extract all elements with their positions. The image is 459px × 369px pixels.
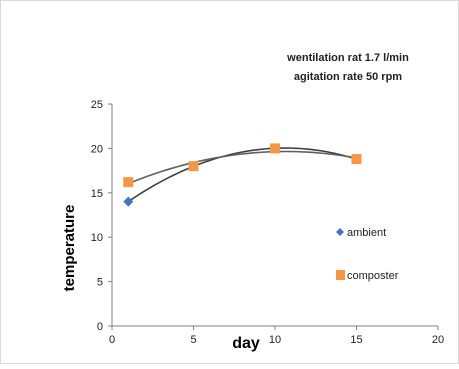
- y-tick-label: 5: [97, 277, 103, 289]
- composter-point: [123, 177, 134, 188]
- x-tick-label: 0: [109, 334, 115, 346]
- y-tick-label: 20: [91, 143, 103, 155]
- legend-item-composter: composter: [336, 270, 399, 282]
- legend: ambient composter: [336, 227, 399, 282]
- ambient-point: [123, 196, 134, 207]
- y-tick-label: 15: [91, 188, 103, 200]
- composter-point: [188, 161, 199, 172]
- legend-item-ambient: ambient: [336, 227, 386, 239]
- annotation-line-2: agitation rate 50 rpm: [294, 71, 402, 83]
- trendline-1: [127, 147, 357, 203]
- y-tick-label: 25: [91, 99, 103, 111]
- x-tick-label: 10: [269, 334, 281, 346]
- composter-point: [351, 154, 362, 165]
- legend-label-composter: composter: [347, 270, 399, 282]
- data-marks: [123, 143, 362, 207]
- x-axis-label: day: [232, 335, 260, 352]
- trendline-2: [128, 150, 357, 185]
- x-tick-label: 5: [190, 334, 196, 346]
- annotation-line-1: wentilation rat 1.7 l/min: [286, 52, 409, 64]
- x-tick-label: 15: [350, 334, 362, 346]
- y-axis-label: temperature: [61, 205, 78, 292]
- legend-marker-composter: [336, 270, 345, 280]
- legend-marker-ambient: [336, 228, 344, 236]
- y-tick-label: 0: [97, 321, 103, 333]
- axes: 0 5 10 15 20 25 0 5 10 15 20: [91, 99, 444, 346]
- legend-label-ambient: ambient: [347, 227, 386, 239]
- composter-point: [270, 143, 280, 154]
- x-tick-label: 20: [432, 334, 444, 346]
- trendlines: [127, 147, 357, 203]
- y-tick-label: 10: [91, 232, 103, 244]
